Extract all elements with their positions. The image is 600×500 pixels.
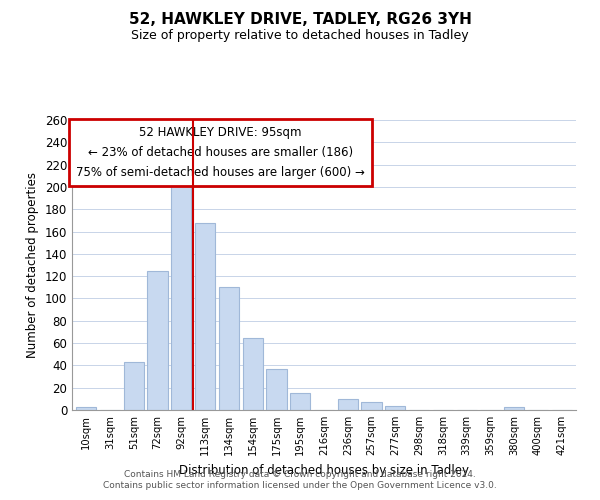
Bar <box>242 338 263 410</box>
X-axis label: Distribution of detached houses by size in Tadley: Distribution of detached houses by size … <box>179 464 469 476</box>
Text: 52, HAWKLEY DRIVE, TADLEY, RG26 3YH: 52, HAWKLEY DRIVE, TADLEY, RG26 3YH <box>128 12 472 28</box>
Bar <box>195 222 215 410</box>
Text: Contains public sector information licensed under the Open Government Licence v3: Contains public sector information licen… <box>103 481 497 490</box>
Text: Contains HM Land Registry data © Crown copyright and database right 2024.: Contains HM Land Registry data © Crown c… <box>124 470 476 479</box>
Bar <box>338 399 358 410</box>
Bar <box>385 406 406 410</box>
Bar <box>148 270 167 410</box>
Bar <box>124 362 144 410</box>
Text: Size of property relative to detached houses in Tadley: Size of property relative to detached ho… <box>131 29 469 42</box>
Bar <box>361 402 382 410</box>
Bar <box>219 288 239 410</box>
Bar <box>76 406 97 410</box>
Y-axis label: Number of detached properties: Number of detached properties <box>26 172 39 358</box>
Bar <box>504 406 524 410</box>
Bar <box>171 184 191 410</box>
Bar <box>266 368 287 410</box>
Text: 52 HAWKLEY DRIVE: 95sqm
← 23% of detached houses are smaller (186)
75% of semi-d: 52 HAWKLEY DRIVE: 95sqm ← 23% of detache… <box>76 126 365 179</box>
Bar <box>290 394 310 410</box>
